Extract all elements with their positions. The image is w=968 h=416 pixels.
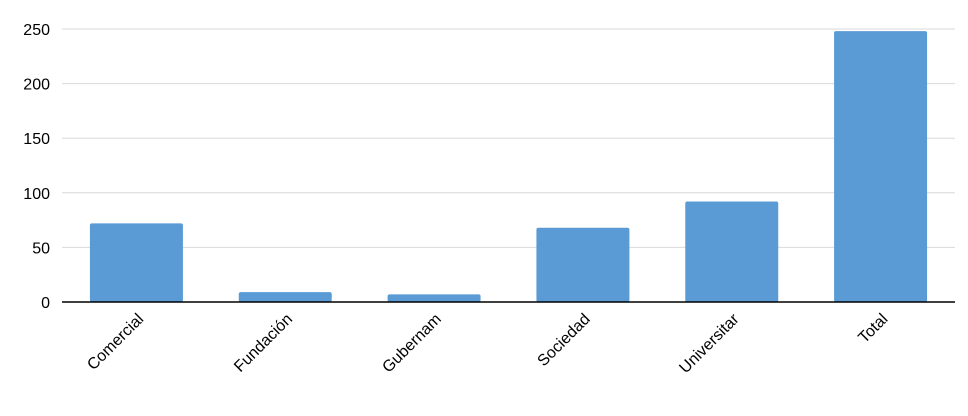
x-tick-labels: Comercial Fundación Gubernam Sociedad Univer…	[84, 310, 891, 377]
bar-fundación	[238, 292, 332, 302]
bar-sociedad	[536, 227, 630, 302]
y-tick-label: 200	[23, 77, 50, 94]
x-tick-label: Gubernam	[379, 311, 444, 376]
y-tick-labels: 0 50 100 150 200 250	[23, 22, 50, 312]
bar-universitar	[685, 201, 779, 302]
x-tick-label: Sociedad	[535, 311, 594, 370]
gridlines	[62, 28, 955, 248]
y-tick-label: 250	[23, 22, 50, 39]
bar-total	[834, 31, 928, 303]
y-tick-label: 50	[32, 240, 50, 257]
bar-gubernam	[387, 294, 481, 302]
x-tick-label: Universitar	[676, 310, 743, 377]
x-tick-label: Comercial	[84, 311, 147, 374]
bars	[89, 31, 928, 303]
x-tick-label: Fundación	[231, 311, 296, 376]
y-tick-label: 0	[41, 295, 50, 312]
bar-comercial	[89, 223, 183, 302]
y-tick-label: 150	[23, 131, 50, 148]
y-tick-label: 100	[23, 186, 50, 203]
x-tick-label: Total	[855, 311, 891, 347]
